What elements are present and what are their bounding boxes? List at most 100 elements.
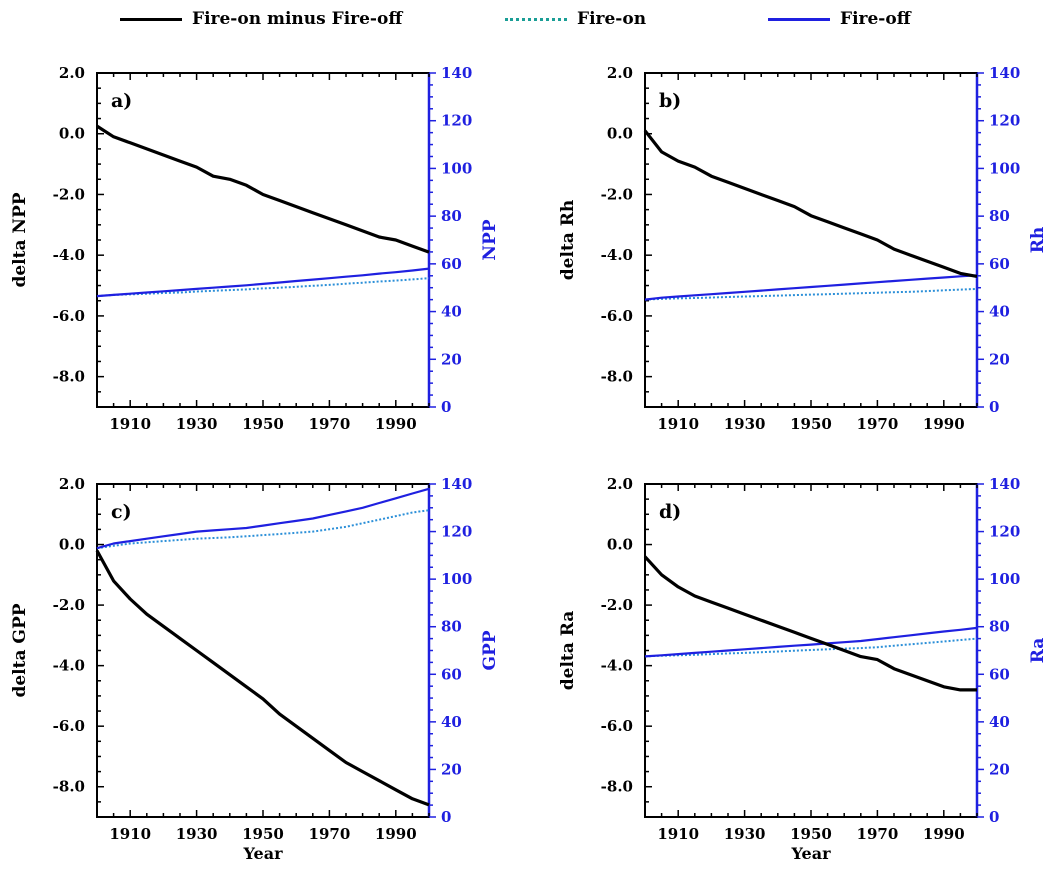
x-axis-label: Year <box>790 844 831 863</box>
y-left-tick-label: -6.0 <box>601 717 633 735</box>
x-tick-label: 1910 <box>109 415 151 433</box>
y-left-tick-label: -6.0 <box>53 307 85 325</box>
panel-label: a) <box>111 90 132 112</box>
y-right-tick-label: 0 <box>989 398 999 416</box>
y-left-tick-label: -2.0 <box>53 596 85 614</box>
y-left-tick-label: -4.0 <box>53 657 85 675</box>
chart-panel-1: 1910 1930 1950 1970 1990 2.0 0.0 -2.0 -4.0 -6.0 -8… <box>10 64 500 433</box>
y-right-tick-label: 120 <box>989 112 1020 130</box>
y-left-tick-label: -8.0 <box>53 368 85 386</box>
y-right-tick-label: 0 <box>441 808 451 826</box>
series-line-difference <box>643 129 978 278</box>
panel-label: c) <box>111 501 132 523</box>
y-right-tick-label: 80 <box>441 618 462 636</box>
y-right-tick-label: 140 <box>441 64 472 82</box>
x-tick-label: 1930 <box>724 825 766 843</box>
y-right-tick-label: 20 <box>441 350 462 368</box>
x-tick-label: 1950 <box>242 825 284 843</box>
x-tick-label: 1990 <box>923 825 965 843</box>
plot-frame <box>96 72 430 408</box>
y-left-axis-label: delta GPP <box>10 603 30 697</box>
y-left-axis-label: delta Rh <box>558 200 578 280</box>
series-line-fire-off <box>96 267 430 298</box>
y-right-axis-label: GPP <box>480 630 500 670</box>
x-tick-label: 1950 <box>790 415 832 433</box>
series-line-difference <box>96 124 430 254</box>
x-tick-label: 1990 <box>923 415 965 433</box>
y-right-tick-label: 60 <box>989 255 1010 273</box>
y-left-tick-label: 2.0 <box>607 64 633 82</box>
y-left-tick-label: -6.0 <box>53 717 85 735</box>
chart-panel-3: 1910 1930 1950 1970 1990 2.0 0.0 -2.0 -4.0 -6.0 -8… <box>10 475 500 863</box>
series-line-fire-on <box>644 637 978 658</box>
plot-frame <box>96 483 430 818</box>
y-left-tick-label: 0.0 <box>607 125 633 143</box>
series-line-fire-on <box>96 277 430 298</box>
plot-frame <box>644 483 978 818</box>
y-right-tick-label: 0 <box>989 808 999 826</box>
y-right-tick-label: 120 <box>441 523 472 541</box>
series-line-fire-off <box>644 626 978 658</box>
panel-label: b) <box>659 90 681 112</box>
series-line-fire-on <box>644 287 978 301</box>
legend-swatch-difference <box>120 17 182 21</box>
x-tick-label: 1930 <box>176 825 218 843</box>
y-right-tick-label: 80 <box>989 618 1010 636</box>
y-right-axis-label: Rh <box>1028 227 1048 254</box>
x-tick-label: 1950 <box>242 415 284 433</box>
series-line-fire-off <box>644 274 978 301</box>
x-axis-label: Year <box>242 844 283 863</box>
y-left-tick-label: 2.0 <box>59 475 85 493</box>
x-tick-label: 1930 <box>176 415 218 433</box>
y-right-tick-label: 60 <box>989 665 1010 683</box>
panel-label: d) <box>659 501 681 523</box>
y-left-tick-label: 0.0 <box>59 536 85 554</box>
y-right-tick-label: 80 <box>989 207 1010 225</box>
y-right-tick-label: 140 <box>989 475 1020 493</box>
legend-label-difference: Fire-on minus Fire-off <box>192 9 403 29</box>
chart-panel-2: 1910 1930 1950 1970 1990 2.0 0.0 -2.0 -4.0 -6.0 -8… <box>558 64 1048 433</box>
legend: Fire-on minus Fire-off Fire-on Fire-off <box>0 0 1057 40</box>
y-right-tick-label: 140 <box>441 475 472 493</box>
y-right-tick-label: 40 <box>441 713 462 731</box>
y-left-tick-label: -4.0 <box>601 657 633 675</box>
series-line-difference <box>95 549 430 807</box>
y-right-tick-label: 40 <box>441 303 462 321</box>
y-right-tick-label: 100 <box>989 570 1020 588</box>
y-left-tick-label: -8.0 <box>53 778 85 796</box>
series-line-fire-off <box>96 487 430 550</box>
series-line-difference <box>643 555 977 692</box>
y-left-tick-label: -2.0 <box>601 596 633 614</box>
y-right-axis-label: NPP <box>480 219 500 260</box>
y-right-tick-label: 80 <box>441 207 462 225</box>
x-tick-label: 1990 <box>375 825 417 843</box>
y-right-axis-label: Ra <box>1028 638 1048 664</box>
series-line-fire-on <box>96 509 430 550</box>
y-left-tick-label: 0.0 <box>59 125 85 143</box>
y-right-tick-label: 0 <box>441 398 451 416</box>
legend-item-difference: Fire-on minus Fire-off <box>120 6 402 32</box>
x-tick-label: 1970 <box>857 825 899 843</box>
x-tick-label: 1950 <box>790 825 832 843</box>
legend-item-fire-off: Fire-off <box>768 6 911 32</box>
y-left-tick-label: -8.0 <box>601 778 633 796</box>
legend-label-fire-on: Fire-on <box>577 9 647 29</box>
y-right-tick-label: 60 <box>441 255 462 273</box>
y-left-tick-label: -8.0 <box>601 368 633 386</box>
y-right-tick-label: 20 <box>441 760 462 778</box>
x-tick-label: 1970 <box>309 415 351 433</box>
legend-swatch-fire-on <box>505 17 567 21</box>
y-right-tick-label: 100 <box>441 159 472 177</box>
y-right-tick-label: 100 <box>441 570 472 588</box>
y-left-tick-label: -4.0 <box>53 246 85 264</box>
y-right-tick-label: 140 <box>989 64 1020 82</box>
legend-label-fire-off: Fire-off <box>840 9 911 29</box>
y-right-tick-label: 40 <box>989 303 1010 321</box>
y-left-tick-label: 2.0 <box>607 475 633 493</box>
y-left-tick-label: -2.0 <box>53 185 85 203</box>
y-right-tick-label: 60 <box>441 665 462 683</box>
chart-panel-4: 1910 1930 1950 1970 1990 2.0 0.0 -2.0 -4.0 -6.0 -8… <box>558 475 1048 863</box>
y-right-tick-label: 40 <box>989 713 1010 731</box>
y-left-tick-label: 0.0 <box>607 536 633 554</box>
x-tick-label: 1970 <box>857 415 899 433</box>
